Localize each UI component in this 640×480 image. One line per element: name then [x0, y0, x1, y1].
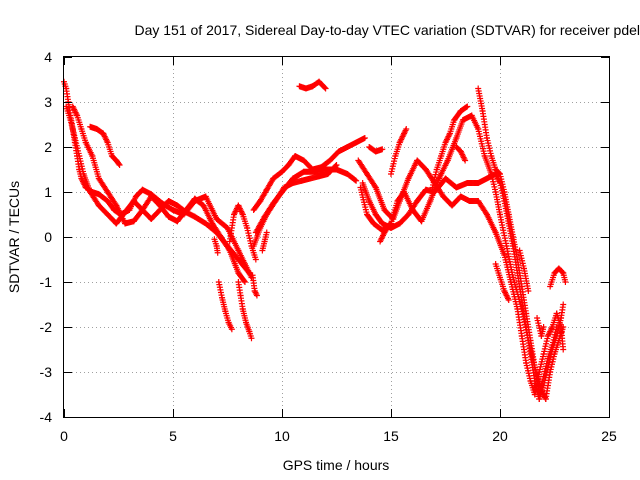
y-tick-label: -3: [40, 364, 53, 380]
x-tick-label: 10: [274, 428, 290, 444]
data-point: [322, 85, 329, 92]
x-axis-title: GPS time / hours: [283, 457, 390, 473]
data-point: [321, 84, 328, 91]
data-point: [384, 224, 391, 231]
data-point: [463, 104, 470, 111]
data-point: [361, 135, 368, 141]
data-point: [553, 324, 560, 330]
x-tick-label: 0: [60, 428, 68, 444]
y-tick-label: 4: [44, 49, 52, 65]
chart-title: Day 151 of 2017, Sidereal Day-to-day VTE…: [134, 22, 640, 38]
data-point: [241, 277, 248, 284]
data-point: [525, 288, 532, 294]
data-point: [252, 256, 259, 263]
data-point: [332, 162, 339, 169]
data-point: [560, 346, 567, 353]
y-tick-label: 1: [44, 184, 52, 200]
y-axis-title: SDTVAR / TECUs: [6, 181, 22, 293]
data-point: [371, 183, 378, 190]
axis-ticks: [64, 57, 610, 418]
y-tick-label: 3: [44, 94, 52, 110]
data-point: [333, 162, 340, 168]
data-point: [353, 177, 360, 184]
data-point: [560, 301, 567, 308]
y-tick-label: 2: [44, 139, 52, 155]
plot-frame: [63, 56, 610, 418]
data-point: [462, 157, 469, 164]
x-tick-label: 5: [169, 428, 177, 444]
data-point: [379, 146, 386, 153]
data-point: [505, 297, 512, 303]
x-tick-label: 25: [601, 428, 617, 444]
data-point: [559, 269, 566, 276]
data-point: [246, 270, 253, 276]
y-tick-label: -4: [40, 409, 53, 425]
data-points: [61, 78, 569, 402]
data-point: [403, 126, 410, 132]
data-point: [540, 324, 547, 330]
data-point: [116, 162, 123, 168]
data-point: [464, 103, 471, 110]
data-point: [228, 326, 235, 333]
x-tick-label: 20: [492, 428, 508, 444]
data-point: [496, 170, 503, 177]
tick-labels: 0 5 10 15 20 25 -4 -3 -2 -1 0 1 2 3 4: [40, 49, 617, 444]
data-point: [241, 279, 248, 285]
y-tick-label: -2: [40, 319, 53, 335]
grid: [64, 57, 609, 417]
data-point: [245, 268, 252, 275]
x-tick-label: 15: [383, 428, 399, 444]
data-point: [560, 324, 567, 330]
data-point: [248, 335, 255, 342]
data-point: [352, 177, 359, 184]
data-point: [214, 249, 221, 256]
data-point: [115, 160, 122, 167]
data-point: [385, 222, 392, 229]
data-point: [253, 292, 260, 299]
data-point: [562, 279, 569, 285]
y-tick-label: -1: [40, 274, 53, 290]
data-point: [225, 246, 232, 253]
y-tick-label: 0: [44, 229, 52, 245]
data-point: [263, 229, 270, 236]
